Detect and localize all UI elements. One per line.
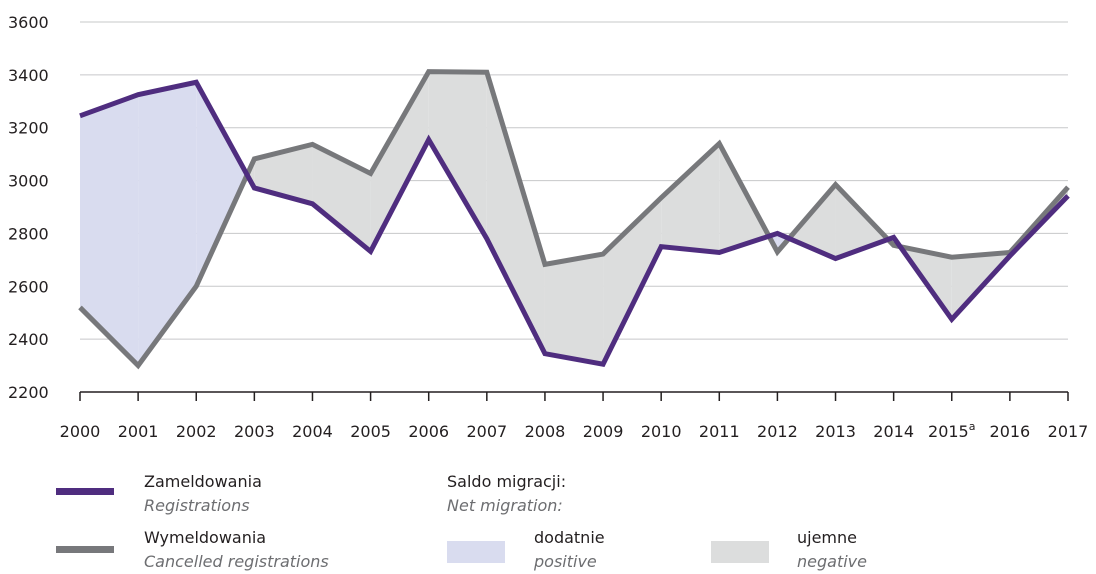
legend-label-cancelled-en: Cancelled registrations [144,552,329,571]
x-tick-label: 2014 [873,422,914,441]
x-tick-label: 2009 [583,422,624,441]
y-tick-label: 2200 [8,383,49,402]
y-tick-label: 3600 [8,13,49,32]
legend-label-negative: ujemne [797,528,857,547]
legend-swatch-negative [711,541,769,563]
x-tick-label: 2001 [118,422,159,441]
x-tick-footnote-mark: a [969,420,976,433]
legend-entry-positive: dodatnie positive [534,526,605,574]
legend-label-registrations: Zameldowania [144,472,262,491]
x-axis: 2000 2001 2002 2003 2004 2005 2006 2007 2008 2009… [60,391,1089,441]
x-tick-label: 2005 [350,422,391,441]
legend-swatch-positive [447,541,505,563]
x-tick-label: 2008 [525,422,566,441]
net-negative-area [486,72,545,354]
x-tick-label: 2017 [1048,422,1089,441]
legend-label-positive-en: positive [534,552,597,571]
legend-entry-registrations: Zameldowania Registrations [144,470,262,518]
legend-entry-negative: ujemne negative [797,526,867,574]
y-tick-label: 2800 [8,224,49,243]
legend-label-positive: dodatnie [534,528,605,547]
x-tick-label: 2007 [466,422,507,441]
y-tick-label: 2400 [8,330,49,349]
x-tick-label: 2006 [408,422,449,441]
net-negative-area [661,143,720,253]
net-negative-area [312,144,371,252]
legend-net-title-en: Net migration: [447,496,563,515]
x-tick-label: 2003 [234,422,275,441]
y-axis: 2200 2400 2600 2800 3000 3200 3400 3600 [8,13,49,402]
x-tick-label: 2004 [292,422,333,441]
net-negative-area [370,71,429,252]
legend-label-cancelled: Wymeldowania [144,528,267,547]
series-line-registrations [79,79,1070,368]
y-tick-label: 3400 [8,66,49,85]
legend-net-title: Saldo migracji: [447,472,567,491]
legend-swatch-cancelled [56,546,114,553]
legend-label-negative-en: negative [797,552,867,571]
legend-entry-cancelled: Wymeldowania Cancelled registrations [144,526,329,574]
net-negative-area [428,71,487,239]
net-negative-area [544,254,604,365]
y-tick-label: 3000 [8,172,49,191]
x-tick-label: 2010 [641,422,682,441]
net-positive-area [80,94,139,366]
net-negative-area [835,184,889,259]
net-negative-area [603,197,662,365]
net-positive-area [138,82,197,366]
x-tick-label: 2000 [60,422,101,441]
x-tick-label: 2015a [928,420,975,441]
legend-swatch-registrations [56,488,114,495]
net-migration-fills [80,71,1068,366]
x-tick-label: 2013 [815,422,856,441]
x-tick-label: 2002 [176,422,217,441]
y-tick-label: 3200 [8,119,49,138]
y-tick-label: 2600 [8,277,49,296]
legend-label-registrations-en: Registrations [144,496,250,515]
series-lines [78,69,1070,370]
net-positive-area [196,82,248,287]
legend-net-migration-title: Saldo migracji: Net migration: [447,470,566,518]
net-negative-area [789,184,836,259]
x-tick-label: 2012 [757,422,798,441]
x-tick-label: 2011 [699,422,740,441]
x-tick-label: 2016 [990,422,1031,441]
net-negative-area [254,144,313,204]
